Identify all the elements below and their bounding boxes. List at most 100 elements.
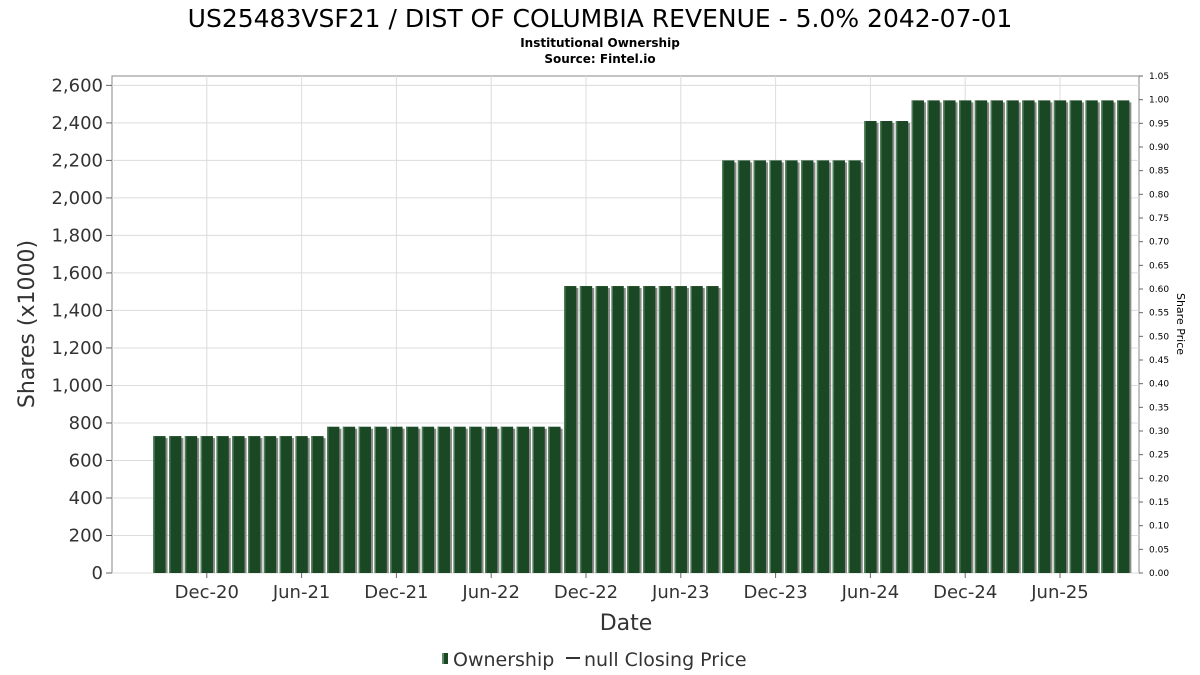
ownership-bar (1085, 100, 1098, 573)
ownership-bar (737, 160, 751, 573)
ownership-bar-highlight (1053, 100, 1056, 573)
x-tick-label: Dec-22 (554, 582, 618, 603)
y2-tick-label: 0.25 (1149, 451, 1169, 461)
ownership-bar (1038, 100, 1051, 573)
ownership-bar-highlight (658, 286, 661, 573)
ownership-bar-highlight (785, 160, 787, 573)
ownership-bar-highlight (406, 426, 408, 573)
ownership-bar-highlight (832, 160, 835, 573)
legend-ownership-label: Ownership (453, 649, 554, 671)
ownership-bar-highlight (1022, 100, 1024, 573)
y2-tick-label: 0.90 (1149, 143, 1169, 153)
ownership-bar-highlight (184, 436, 187, 573)
ownership-bar-highlight (516, 426, 519, 573)
ownership-bar-highlight (737, 160, 740, 573)
y-tick-label: 2,600 (51, 75, 103, 96)
ownership-bar-highlight (1038, 100, 1040, 573)
ownership-bar (627, 286, 640, 573)
ownership-bar (358, 426, 371, 573)
y-tick-label: 200 (69, 525, 103, 546)
ownership-bar-highlight (485, 426, 487, 573)
x-tick-label: Jun-23 (651, 582, 710, 603)
right-y-axis: 0.00 0.05 0.10 0.15 0.20 0.25 0.30 0.35 0.40 0.45… (1139, 72, 1169, 579)
ownership-bar-highlight (706, 286, 708, 573)
ownership-bar (595, 286, 608, 573)
legend-ownership-swatch (442, 653, 448, 664)
ownership-bar-highlight (911, 100, 914, 573)
ownership-bar (548, 426, 561, 573)
ownership-bar (327, 426, 340, 573)
left-y-axis: 0 200 400 600 800 1,000 1,200 1,400 1,600 1,800 2,… (51, 75, 112, 584)
ownership-bar (611, 286, 624, 573)
ownership-bar-highlight (943, 100, 945, 573)
ownership-bar-highlight (801, 160, 803, 573)
ownership-bar (153, 436, 166, 573)
y-axis-title: Shares (x1000) (15, 240, 40, 408)
ownership-bar-highlight (927, 100, 929, 573)
ownership-bar-highlight (200, 436, 203, 573)
ownership-bar-highlight (579, 286, 582, 573)
ownership-bar (643, 286, 656, 573)
y2-tick-label: 0.70 (1149, 238, 1169, 248)
ownership-bar-highlight (421, 426, 424, 573)
ownership-bar (801, 160, 814, 573)
y2-tick-label: 0.40 (1149, 380, 1169, 390)
ownership-bar (311, 436, 324, 573)
ownership-bar (674, 286, 687, 573)
y2-tick-label: 0.15 (1149, 498, 1169, 508)
ownership-bar (516, 426, 529, 573)
ownership-bar (248, 436, 261, 573)
ownership-bar-highlight (374, 426, 376, 573)
ownership-bar (816, 160, 830, 573)
ownership-bar (200, 436, 213, 573)
y2-tick-label: 0.85 (1149, 167, 1169, 177)
ownership-bar-highlight (627, 286, 629, 573)
ownership-bar (485, 426, 498, 573)
ownership-bar-highlight (311, 436, 313, 573)
ownership-bar (500, 426, 514, 573)
legend-ownership-swatch-highlight (442, 653, 444, 664)
ownership-bar (295, 436, 308, 573)
ownership-bar (769, 160, 782, 573)
y2-tick-label: 1.05 (1149, 72, 1169, 82)
ownership-bar (579, 286, 593, 573)
x-tick-label: Jun-22 (461, 582, 520, 603)
y2-tick-label: 0.35 (1149, 403, 1169, 413)
y2-tick-label: 0.20 (1149, 474, 1169, 484)
y-tick-label: 2,000 (51, 188, 103, 209)
y-tick-label: 1,200 (51, 338, 103, 359)
y2-tick-label: 0.75 (1149, 214, 1169, 224)
y2-tick-label: 0.30 (1149, 427, 1169, 437)
y-tick-label: 2,200 (51, 150, 103, 171)
x-tick-label: Dec-21 (364, 582, 428, 603)
y-tick-label: 800 (69, 413, 103, 434)
y-tick-label: 1,400 (51, 300, 103, 321)
y-tick-label: 1,800 (51, 225, 103, 246)
ownership-bar-highlight (548, 426, 550, 573)
ownership-bar (342, 426, 356, 573)
y2-tick-label: 0.05 (1149, 545, 1169, 555)
ownership-bar (911, 100, 924, 573)
y2-tick-label: 0.55 (1149, 309, 1169, 319)
ownership-bar-highlight (1069, 100, 1072, 573)
y-tick-label: 1,600 (51, 263, 103, 284)
y2-tick-label: 0.00 (1149, 569, 1169, 579)
ownership-bar (406, 426, 419, 573)
legend-closing-price-label: null Closing Price (584, 649, 747, 671)
ownership-bar (927, 100, 940, 573)
ownership-bar-highlight (453, 426, 455, 573)
ownership-bar-highlight (753, 160, 756, 573)
ownership-bar-highlight (974, 100, 977, 573)
chart-subtitle-line-1: Institutional Ownership (520, 36, 680, 50)
ownership-bar (169, 436, 182, 573)
ownership-bar (959, 100, 972, 573)
ownership-bar-highlight (864, 121, 866, 573)
y-tick-label: 2,400 (51, 113, 103, 134)
ownership-bar-highlight (595, 286, 598, 573)
ownership-bar (690, 286, 703, 573)
ownership-bar (722, 160, 735, 573)
ownership-bar (785, 160, 798, 573)
ownership-bar (706, 286, 719, 573)
y-tick-label: 1,000 (51, 375, 103, 396)
ownership-bar (279, 436, 292, 573)
